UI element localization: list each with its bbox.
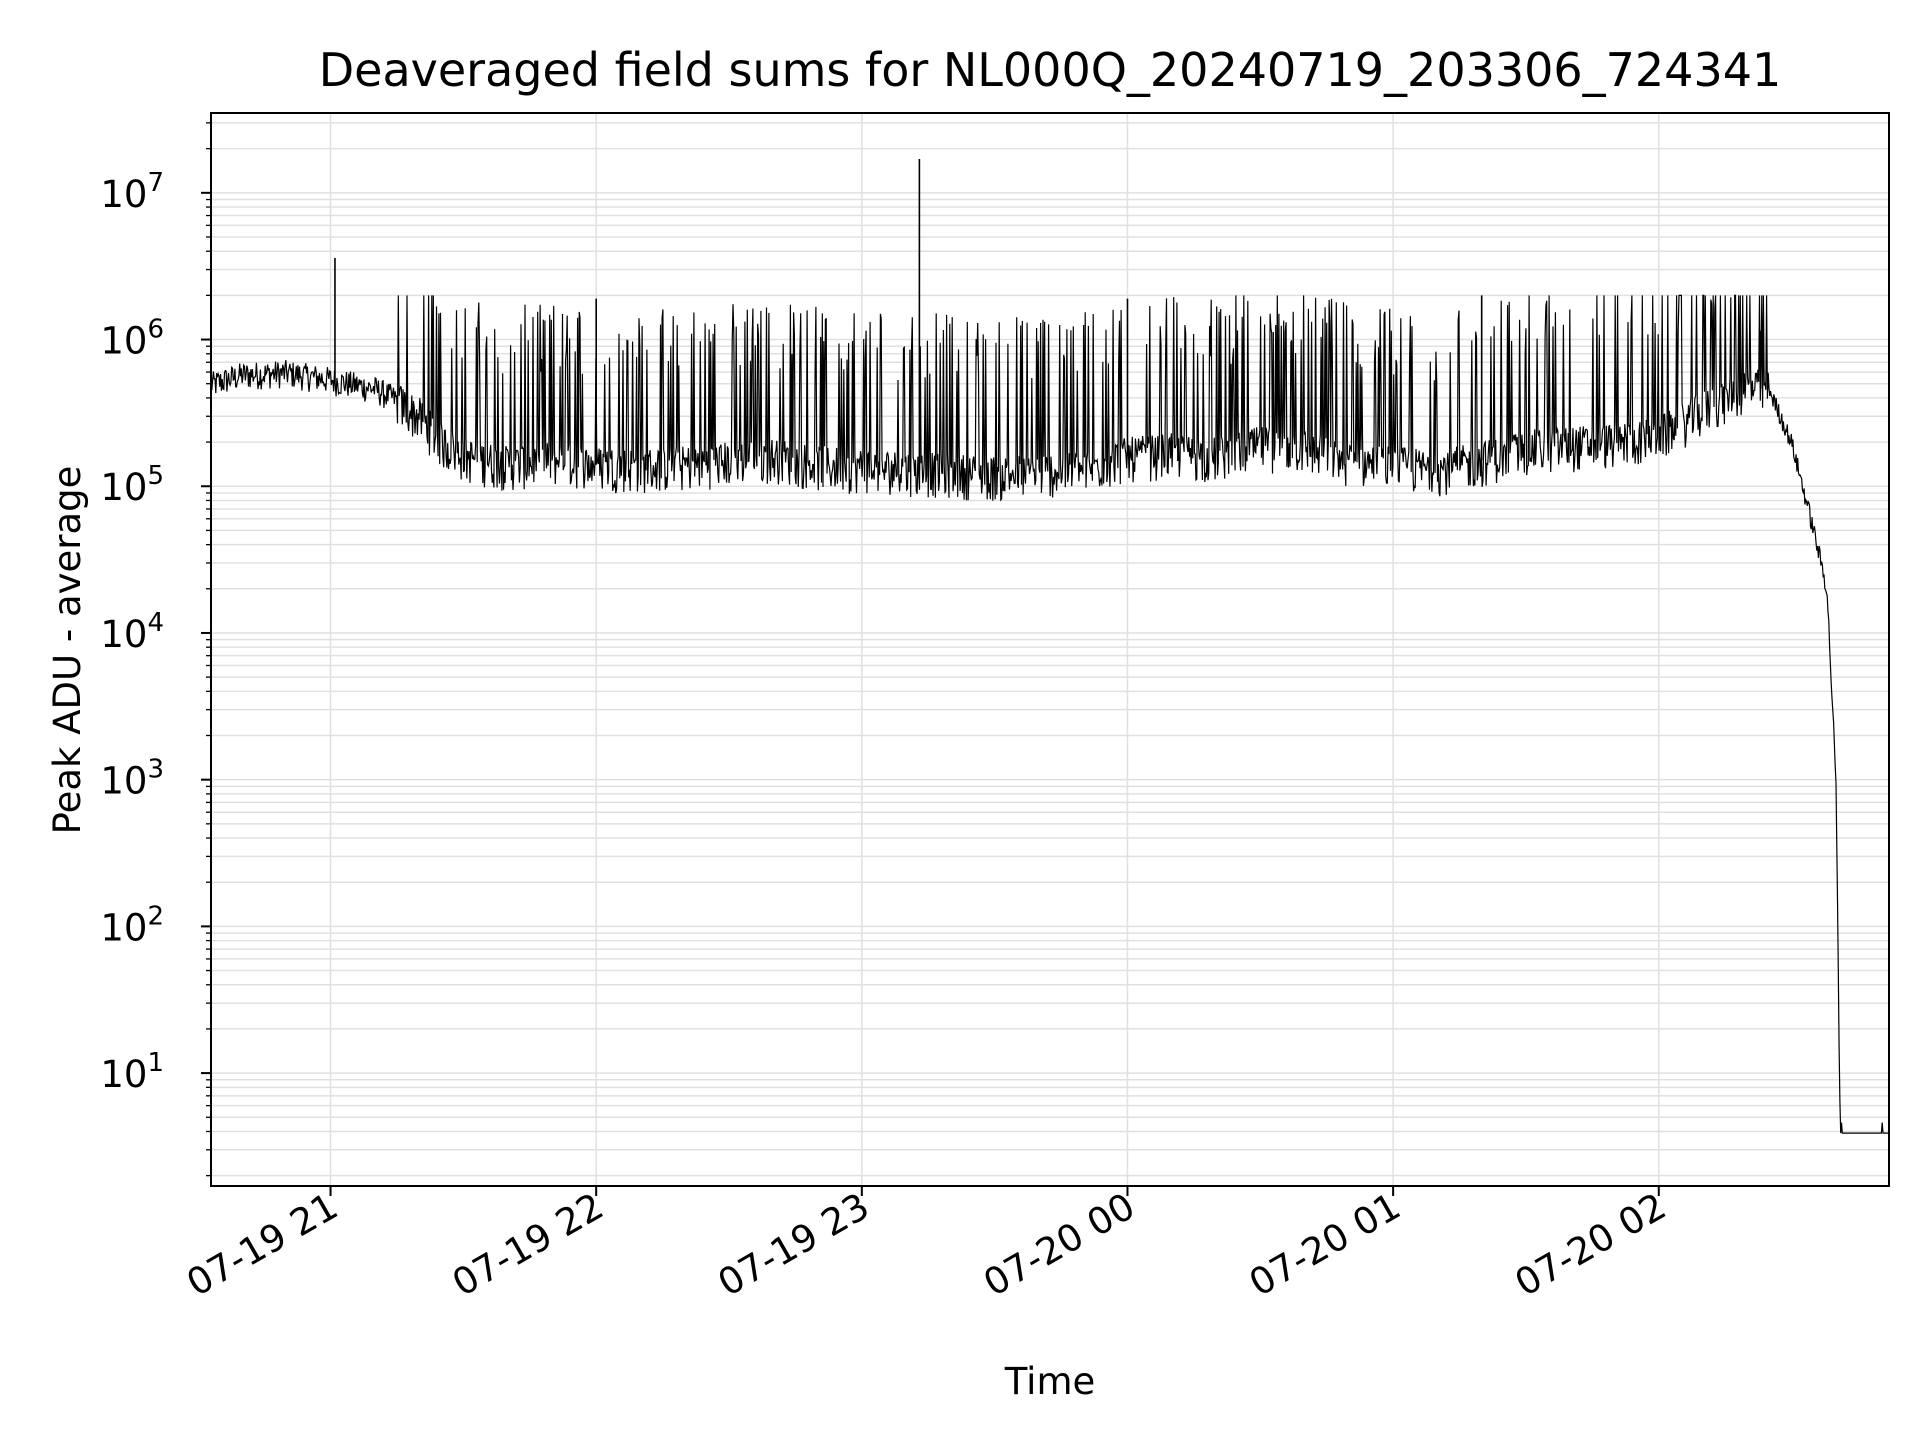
- y-tick-label: 107: [100, 168, 164, 216]
- data-layer: [210, 159, 1889, 1134]
- y-axis: 101 102 103 104 105 106 107: [100, 122, 211, 1177]
- y-tick-label: 102: [100, 901, 164, 949]
- series-line: [210, 294, 1889, 1134]
- y-tick-label: 106: [100, 315, 164, 363]
- chart-title: Deaveraged field sums for NL000Q_2024071…: [319, 43, 1782, 97]
- x-axis-label: Time: [1004, 1360, 1096, 1403]
- y-tick-label: 101: [100, 1048, 164, 1096]
- plot-frame: [210, 112, 1890, 1187]
- y-tick-label: 103: [100, 755, 164, 803]
- grid: [211, 113, 1889, 1186]
- y-axis-label: Peak ADU - average: [46, 466, 89, 835]
- y-tick-label: 105: [100, 461, 164, 509]
- y-tick-label: 104: [100, 608, 164, 656]
